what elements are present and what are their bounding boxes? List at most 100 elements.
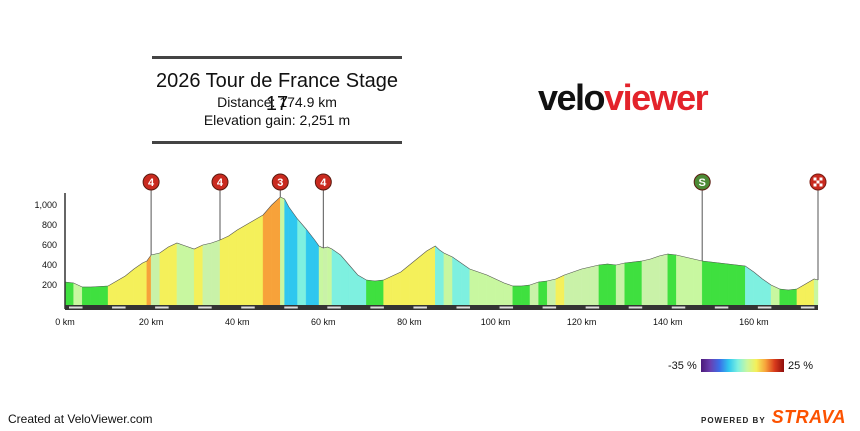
marker-label: 4 xyxy=(217,177,224,189)
x-axis-segment-marking xyxy=(671,306,686,309)
profile-segment xyxy=(327,246,333,306)
x-axis-segment-marking xyxy=(112,306,126,309)
x-tick-label: 20 km xyxy=(139,317,164,327)
x-axis-segment-marking xyxy=(327,306,341,309)
x-axis-segment-marking xyxy=(542,306,557,309)
profile-segment xyxy=(521,284,531,306)
profile-segment xyxy=(202,242,212,306)
profile-segment xyxy=(288,206,298,306)
profile-segment xyxy=(383,275,393,306)
profile-segment xyxy=(667,253,677,306)
profile-segment xyxy=(168,242,178,306)
profile-segment xyxy=(538,280,548,306)
profile-segment xyxy=(280,196,285,306)
profile-segment xyxy=(710,261,720,306)
profile-segment xyxy=(219,235,229,306)
profile-segment xyxy=(64,281,74,306)
x-axis-segment-marking xyxy=(585,306,600,309)
profile-segment xyxy=(512,285,522,306)
x-tick-label: 140 km xyxy=(653,317,683,327)
profile-segment xyxy=(417,250,427,306)
x-axis-segment-marking xyxy=(456,306,471,309)
profile-segment xyxy=(607,263,617,306)
profile-segment xyxy=(133,262,143,306)
climb-category-marker xyxy=(271,173,289,191)
x-axis-segment-marking xyxy=(714,306,729,309)
powered-by-strava: POWERED BY STRAVA xyxy=(701,407,846,428)
profile-segment xyxy=(478,271,488,306)
x-axis-segment-marking xyxy=(284,306,298,309)
finish-flag-square xyxy=(813,183,817,187)
gradient-legend-min: -35 % xyxy=(668,360,697,372)
profile-segment xyxy=(443,252,453,306)
profile-segment xyxy=(90,286,100,306)
logo-part-velo: velo xyxy=(538,77,606,118)
profile-segment xyxy=(753,271,763,306)
x-axis-bar xyxy=(65,305,818,310)
y-tick-label: 600 xyxy=(42,240,57,250)
profile-segment xyxy=(529,281,539,306)
profile-segment xyxy=(736,264,746,306)
marker-label: S xyxy=(699,177,706,189)
profile-segment xyxy=(271,196,281,306)
profile-segment xyxy=(546,278,557,306)
x-axis-segment-marking xyxy=(757,306,772,309)
y-tick-label: 800 xyxy=(42,220,57,230)
profile-segment xyxy=(770,284,780,306)
profile-segment xyxy=(469,268,479,306)
profile-segment xyxy=(641,258,651,306)
profile-segment xyxy=(676,254,686,306)
profile-segment xyxy=(486,274,496,306)
gradient-legend-bar xyxy=(701,359,784,372)
x-tick-label: 120 km xyxy=(567,317,597,327)
profile-segment xyxy=(318,245,324,306)
climb-category-marker xyxy=(314,173,332,191)
finish-flag-square xyxy=(819,177,823,181)
profile-segment xyxy=(340,254,350,306)
x-axis-segment-marking xyxy=(413,306,427,309)
x-tick-label: 0 km xyxy=(55,317,75,327)
profile-segment xyxy=(262,204,272,306)
y-tick-label: 200 xyxy=(42,280,57,290)
stage-elevation-gain: Elevation gain: 2,251 m xyxy=(203,112,351,128)
x-tick-label: 100 km xyxy=(481,317,511,327)
marker-label: 4 xyxy=(148,177,155,189)
profile-segment xyxy=(788,288,798,306)
marker-label: 4 xyxy=(320,177,327,189)
profile-segment xyxy=(237,224,247,306)
x-tick-label: 60 km xyxy=(311,317,336,327)
profile-segment xyxy=(796,283,806,306)
profile-segment xyxy=(150,252,160,306)
profile-segment xyxy=(159,246,169,306)
profile-segment xyxy=(146,254,152,306)
profile-segment xyxy=(581,266,591,306)
profile-segment xyxy=(452,256,462,306)
stage-title: 2026 Tour de France Stage 17 xyxy=(155,70,399,115)
finish-flag-square xyxy=(816,180,820,184)
x-tick-label: 40 km xyxy=(225,317,250,327)
profile-segment xyxy=(426,245,436,306)
profile-segment xyxy=(314,239,320,306)
x-tick-label: 160 km xyxy=(739,317,769,327)
profile-segment xyxy=(323,246,328,306)
profile-segment xyxy=(572,268,582,306)
profile-segment xyxy=(460,262,470,306)
profile-segment xyxy=(142,260,148,306)
created-at-link[interactable]: Created at VeloViewer.com xyxy=(8,412,153,426)
profile-segment xyxy=(684,256,694,306)
title-rule-bottom xyxy=(152,141,402,144)
profile-segment xyxy=(374,279,384,306)
profile-segment xyxy=(779,288,789,306)
profile-segment xyxy=(297,218,307,306)
profile-segment xyxy=(633,260,643,306)
powered-by-label: POWERED BY xyxy=(700,416,766,425)
profile-segment xyxy=(211,239,221,306)
profile-segment xyxy=(107,280,117,306)
elevation-profile-chart: 200 400 600 800 1,000 0 km 20 km 40 km 60 km 80 k… xyxy=(34,173,827,327)
profile-segment xyxy=(125,268,135,306)
finish-flag-square xyxy=(813,177,817,181)
stage-title-block: 2026 Tour de France Stage 17 Distance: 1… xyxy=(152,56,402,144)
profile-segment xyxy=(82,286,92,306)
veloviewer-logo: veloviewer xyxy=(538,77,709,118)
profile-segment xyxy=(805,278,815,306)
